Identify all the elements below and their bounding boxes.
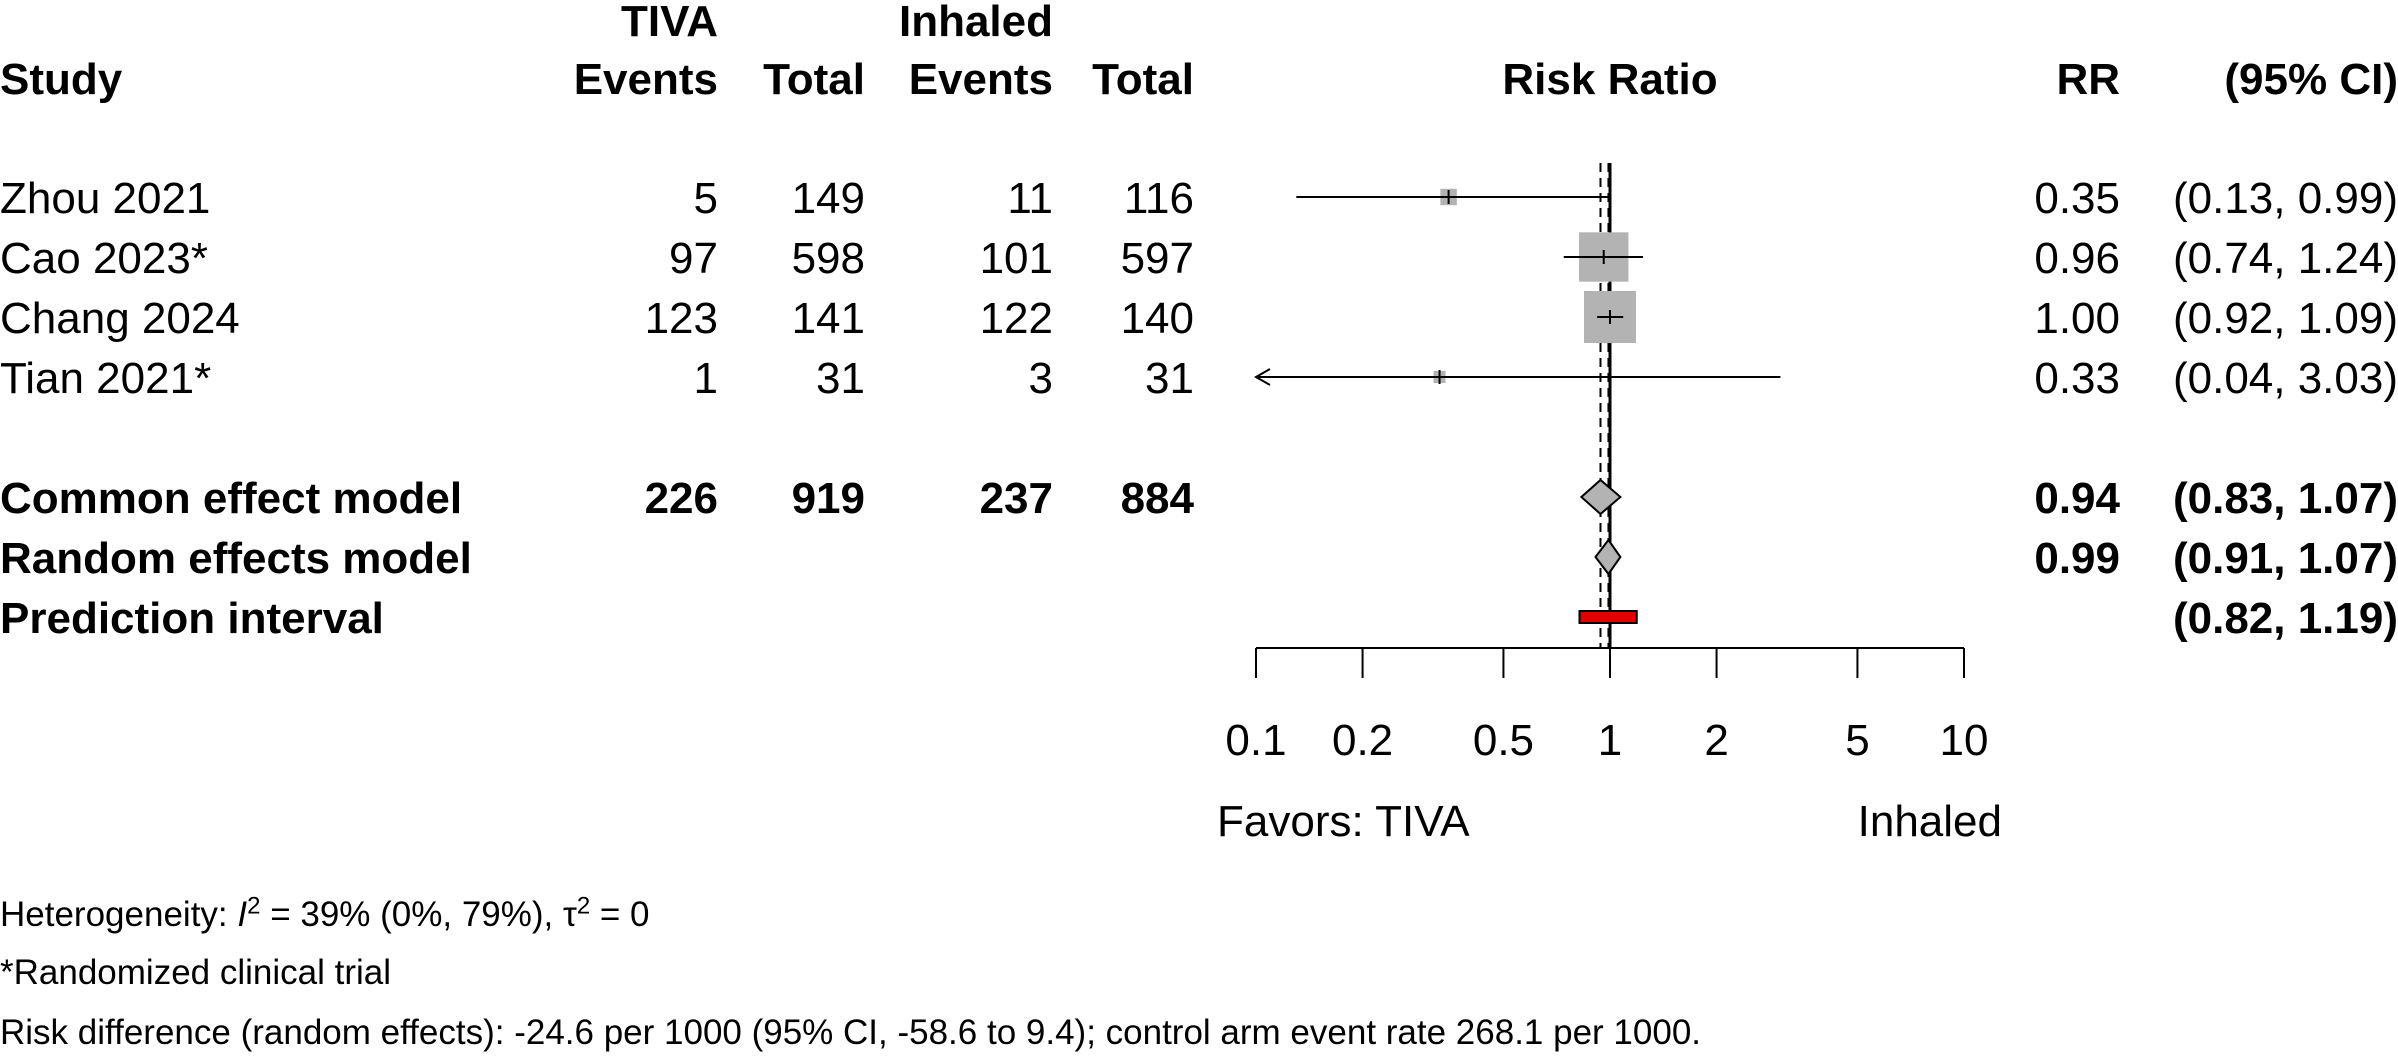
study-rr: 0.35 xyxy=(2034,174,2120,223)
header-rr: RR xyxy=(2056,55,2120,104)
heterogeneity-prefix: Heterogeneity: xyxy=(0,895,238,934)
header-measure: Risk Ratio xyxy=(1502,55,1717,104)
common-effect-label: Common effect model xyxy=(0,474,462,523)
x-tick-label: 0.5 xyxy=(1473,716,1534,765)
plot-marks: 0.1 0.2 0.5 1 2 5 10 xyxy=(1225,163,1988,765)
x-tick-label: 0.1 xyxy=(1225,716,1286,765)
rct-footnote: *Randomized clinical trial xyxy=(0,953,391,992)
study-total-1: 141 xyxy=(792,294,865,343)
study-events-2: 3 xyxy=(1029,354,1053,403)
random-effects-label: Random effects model xyxy=(0,534,472,583)
study-total-2: 140 xyxy=(1121,294,1194,343)
study-row: Zhou 2021 5 149 11 116 0.35 (0.13, 0.99) xyxy=(0,174,2398,223)
x-tick-label: 10 xyxy=(1940,716,1989,765)
favors-left-label: Favors: TIVA xyxy=(1217,797,1470,846)
header-events-2: Events xyxy=(909,55,1053,104)
tau-value: = 0 xyxy=(590,895,650,934)
prediction-interval-bar xyxy=(1578,610,1638,624)
study-events-1: 97 xyxy=(669,234,718,283)
prediction-interval-row: Prediction interval (0.82, 1.19) xyxy=(0,594,2398,643)
header-total-1: Total xyxy=(763,55,865,104)
common-total-2: 884 xyxy=(1121,474,1195,523)
x-tick-label: 1 xyxy=(1598,716,1622,765)
tau-symbol: τ xyxy=(562,895,577,934)
header-ci: (95% CI) xyxy=(2224,55,2398,104)
tau-exponent: 2 xyxy=(576,892,591,920)
study-events-2: 101 xyxy=(980,234,1053,283)
favors-right-label: Inhaled xyxy=(1858,797,2002,846)
x-tick-label: 0.2 xyxy=(1332,716,1393,765)
study-total-1: 598 xyxy=(792,234,865,283)
study-name: Zhou 2021 xyxy=(0,174,210,223)
study-row: Tian 2021* 1 31 3 31 0.33 (0.04, 3.03) xyxy=(0,354,2398,403)
study-total-1: 149 xyxy=(792,174,865,223)
study-ci: (0.92, 1.09) xyxy=(2173,294,2398,343)
common-events-2: 237 xyxy=(980,474,1053,523)
i2-value: = 39% (0%, 79%), xyxy=(260,895,563,934)
study-rr: 0.96 xyxy=(2034,234,2120,283)
common-events-1: 226 xyxy=(645,474,718,523)
study-row: Chang 2024 123 141 122 140 1.00 (0.92, 1… xyxy=(0,294,2398,343)
study-events-2: 11 xyxy=(1007,174,1053,223)
random-effects-row: Random effects model 0.99 (0.91, 1.07) xyxy=(0,534,2398,583)
i2-exponent: 2 xyxy=(247,892,261,920)
study-total-2: 31 xyxy=(1145,354,1194,403)
header-group2: Inhaled xyxy=(899,0,1053,46)
study-ci: (0.04, 3.03) xyxy=(2173,354,2398,403)
study-name: Chang 2024 xyxy=(0,294,240,343)
study-name: Tian 2021* xyxy=(0,354,211,403)
random-ci: (0.91, 1.07) xyxy=(2173,534,2398,583)
study-row: Cao 2023* 97 598 101 597 0.96 (0.74, 1.2… xyxy=(0,234,2398,283)
study-ci: (0.74, 1.24) xyxy=(2173,234,2398,283)
common-rr: 0.94 xyxy=(2034,474,2120,523)
x-tick-label: 5 xyxy=(1845,716,1869,765)
header-events-1: Events xyxy=(574,55,718,104)
study-events-2: 122 xyxy=(980,294,1053,343)
study-rr: 1.00 xyxy=(2034,294,2120,343)
prediction-interval-label: Prediction interval xyxy=(0,594,384,643)
random-rr: 0.99 xyxy=(2034,534,2120,583)
study-total-1: 31 xyxy=(816,354,865,403)
header-group1: TIVA xyxy=(621,0,718,46)
common-ci: (0.83, 1.07) xyxy=(2173,474,2398,523)
heterogeneity-note: Heterogeneity: I2 = 39% (0%, 79%), τ2 = … xyxy=(0,892,650,935)
study-ci-arrow xyxy=(1253,368,1271,386)
header-study: Study xyxy=(0,55,123,104)
random-effects-diamond xyxy=(1594,538,1622,576)
study-name: Cao 2023* xyxy=(0,234,208,283)
study-ci: (0.13, 0.99) xyxy=(2173,174,2398,223)
header-total-2: Total xyxy=(1092,55,1194,104)
common-effect-row: Common effect model 226 919 237 884 0.94… xyxy=(0,474,2398,523)
study-rr: 0.33 xyxy=(2034,354,2120,403)
study-events-1: 5 xyxy=(694,174,718,223)
common-total-1: 919 xyxy=(792,474,865,523)
study-events-1: 123 xyxy=(645,294,718,343)
risk-difference-note: Risk difference (random effects): -24.6 … xyxy=(0,1013,1702,1052)
prediction-ci: (0.82, 1.19) xyxy=(2173,594,2398,643)
study-total-2: 597 xyxy=(1121,234,1194,283)
i2-symbol: I xyxy=(237,895,248,934)
common-effect-diamond xyxy=(1579,478,1622,516)
study-events-1: 1 xyxy=(694,354,718,403)
study-total-2: 116 xyxy=(1124,174,1194,223)
x-tick-label: 2 xyxy=(1704,716,1728,765)
